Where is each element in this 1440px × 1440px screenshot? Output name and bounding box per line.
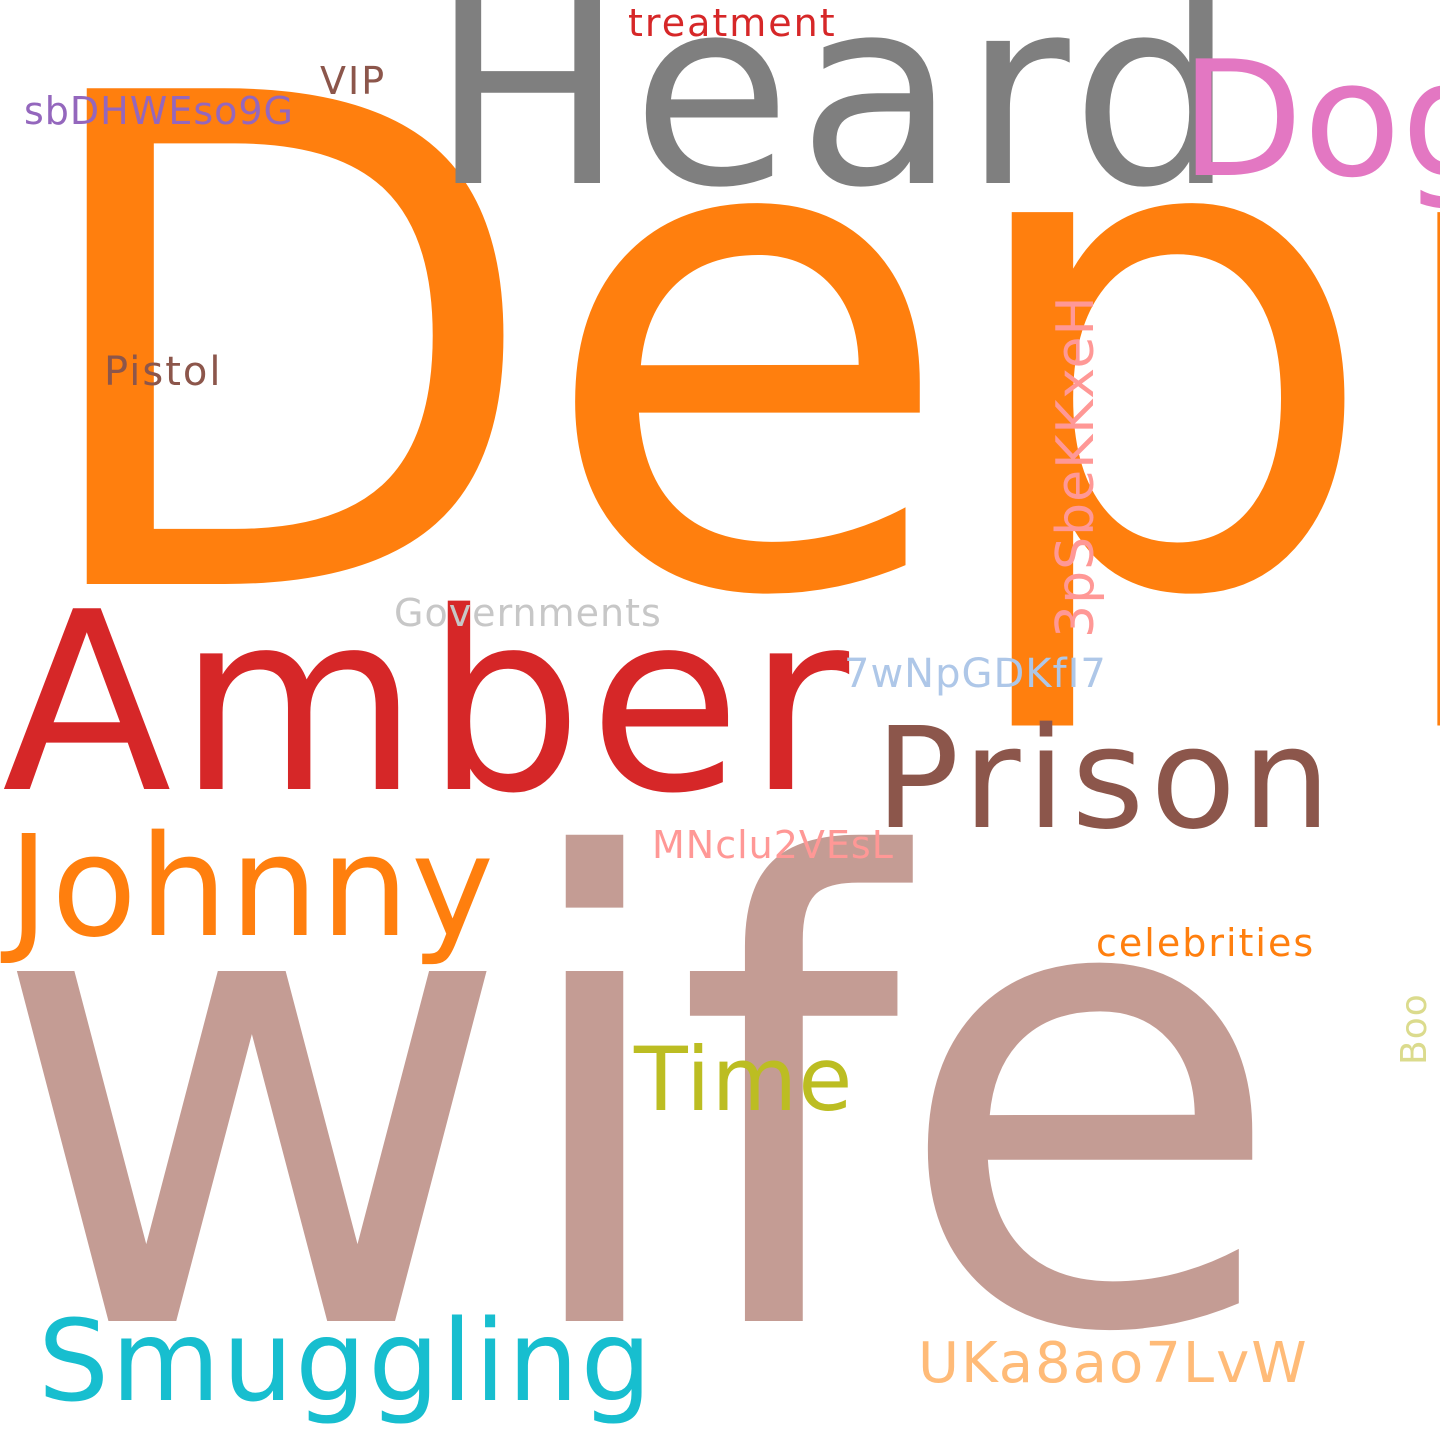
word-time: Time <box>634 1028 854 1131</box>
word-governments: Governments <box>394 591 662 635</box>
word-ukaa8ao7lvw: UKa8ao7LvW <box>918 1331 1309 1396</box>
word-mnclu2vesl: MNclu2VEsL <box>652 823 894 867</box>
word-johnny: Johnny <box>8 806 496 969</box>
word-smuggling: Smuggling <box>38 1297 654 1427</box>
word-celebrities: celebrities <box>1096 921 1316 965</box>
word-vip: VIP <box>320 59 387 103</box>
word-amber: Amber <box>2 560 856 848</box>
word-pistol: Pistol <box>104 349 223 395</box>
word-wife: wife <box>0 727 1286 1440</box>
word-treatment: treatment <box>628 1 837 45</box>
word-3psbekkxeh: 3pSbeKKxeH <box>1046 295 1106 638</box>
word-depp: Depp <box>20 0 1440 745</box>
word-heard: Heard <box>430 0 1243 245</box>
word-boo: Boo <box>1394 993 1435 1065</box>
word-dog: Dog <box>1180 26 1440 213</box>
word-7wnpgdkfi7: 7wNpGDKfI7 <box>844 651 1107 697</box>
word-sbdhweso9g: sbDHWEso9G <box>24 89 295 133</box>
word-prison: Prison <box>875 698 1337 861</box>
